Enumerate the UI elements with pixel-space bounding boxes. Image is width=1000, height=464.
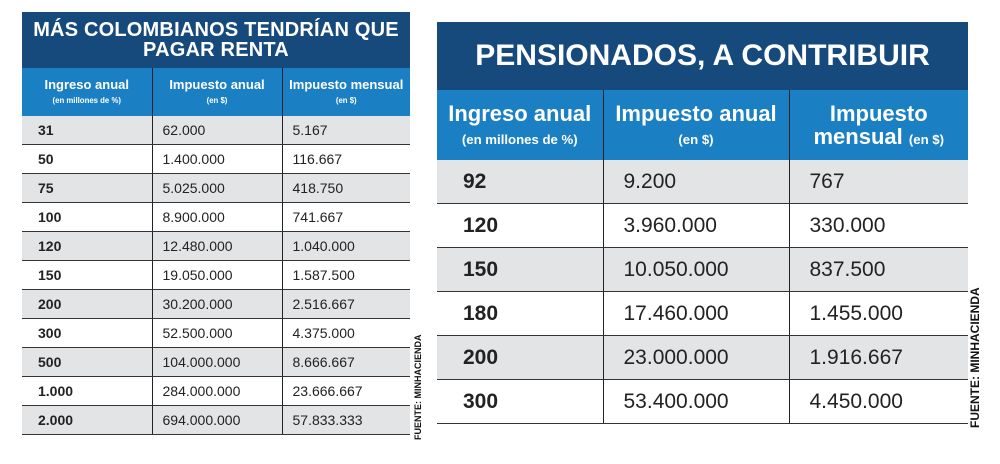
- table-row: 31 62.000 5.167: [22, 116, 410, 145]
- table-row: 75 5.025.000 418.750: [22, 173, 410, 203]
- header-sub: (en $): [206, 96, 228, 105]
- table-row: 2.000 694.000.000 57.833.333: [22, 405, 410, 435]
- table-row: 1.000 284.000.000 23.666.667: [22, 376, 410, 406]
- cell-impuesto-anual: 284.000.000: [151, 376, 282, 406]
- cell-impuesto-anual: 1.400.000: [151, 144, 282, 174]
- cell-impuesto-mensual: 741.667: [281, 202, 410, 232]
- table-title: PENSIONADOS, A CONTRIBUIR: [437, 22, 969, 90]
- cell-ingreso: 120: [22, 231, 152, 261]
- header-main: Ingreso anual: [44, 77, 130, 93]
- cell-ingreso: 150: [437, 247, 603, 292]
- cell-impuesto-mensual: 1.916.667: [788, 335, 969, 380]
- table-mas-colombianos: MÁS COLOMBIANOS TENDRÍAN QUE PAGAR RENTA…: [22, 12, 410, 435]
- cell-impuesto-mensual: 837.500: [788, 247, 969, 292]
- table-row: 100 8.900.000 741.667: [22, 202, 410, 232]
- table-row: 50 1.400.000 116.667: [22, 144, 410, 174]
- cell-ingreso: 31: [22, 116, 152, 145]
- table-row: 150 10.050.000 837.500: [437, 247, 969, 292]
- cell-impuesto-anual: 17.460.000: [602, 291, 789, 336]
- header-sub: (en $): [678, 132, 714, 147]
- header-impuesto-mensual: Impuesto mensual (en $): [788, 90, 969, 160]
- cell-impuesto-mensual: 767: [788, 160, 969, 204]
- table-row: 92 9.200 767: [437, 160, 969, 204]
- cell-impuesto-mensual: 23.666.667: [281, 376, 410, 406]
- cell-ingreso: 50: [22, 144, 152, 174]
- table-row: 120 12.480.000 1.040.000: [22, 231, 410, 261]
- cell-ingreso: 75: [22, 173, 152, 203]
- cell-impuesto-anual: 19.050.000: [151, 260, 282, 290]
- table-title: MÁS COLOMBIANOS TENDRÍAN QUE PAGAR RENTA: [22, 12, 410, 68]
- cell-impuesto-anual: 10.050.000: [602, 247, 789, 292]
- cell-ingreso: 200: [437, 335, 603, 380]
- cell-ingreso: 200: [22, 289, 152, 319]
- table-row: 500 104.000.000 8.666.667: [22, 347, 410, 377]
- cell-impuesto-anual: 53.400.000: [602, 379, 789, 424]
- cell-impuesto-mensual: 330.000: [788, 203, 969, 248]
- cell-ingreso: 2.000: [22, 405, 152, 435]
- cell-impuesto-mensual: 116.667: [281, 144, 410, 174]
- table-pensionados: PENSIONADOS, A CONTRIBUIR Ingreso anual (…: [437, 22, 969, 424]
- cell-ingreso: 100: [22, 202, 152, 232]
- header-sub: (en millones de %): [461, 132, 578, 147]
- cell-ingreso: 92: [437, 160, 603, 204]
- header-main: Ingreso anual: [448, 100, 592, 126]
- cell-ingreso: 180: [437, 291, 603, 336]
- header-impuesto-anual: Impuesto anual (en $): [151, 68, 282, 116]
- cell-impuesto-anual: 8.900.000: [151, 202, 282, 232]
- cell-impuesto-mensual: 4.375.000: [281, 318, 410, 348]
- header-main: Impuesto anual: [615, 100, 777, 126]
- cell-impuesto-mensual: 57.833.333: [281, 405, 410, 435]
- header-sub: (en millones de %): [52, 96, 121, 105]
- header-main: Impuesto anual: [169, 77, 265, 93]
- header-impuesto-mensual: Impuesto mensual (en $): [281, 68, 410, 116]
- cell-impuesto-anual: 9.200: [602, 160, 789, 204]
- cell-ingreso: 1.000: [22, 376, 152, 406]
- table-row: 120 3.960.000 330.000: [437, 203, 969, 248]
- cell-impuesto-anual: 23.000.000: [602, 335, 789, 380]
- cell-ingreso: 120: [437, 203, 603, 248]
- table-row: 300 52.500.000 4.375.000: [22, 318, 410, 348]
- cell-impuesto-mensual: 1.587.500: [281, 260, 410, 290]
- source-note: FUENTE: MINHACIENDA: [968, 287, 982, 428]
- cell-impuesto-mensual: 2.516.667: [281, 289, 410, 319]
- cell-impuesto-anual: 3.960.000: [602, 203, 789, 248]
- cell-impuesto-mensual: 418.750: [281, 173, 410, 203]
- cell-impuesto-anual: 52.500.000: [151, 318, 282, 348]
- cell-ingreso: 500: [22, 347, 152, 377]
- cell-impuesto-anual: 694.000.000: [151, 405, 282, 435]
- header-ingreso: Ingreso anual (en millones de %): [22, 68, 152, 116]
- table-row: 200 23.000.000 1.916.667: [437, 335, 969, 380]
- header-main: Impuesto mensual: [289, 77, 404, 93]
- source-note: FUENTE: MINHACIENDA: [413, 334, 423, 441]
- table-row: 200 30.200.000 2.516.667: [22, 289, 410, 319]
- cell-impuesto-anual: 5.025.000: [151, 173, 282, 203]
- cell-ingreso: 300: [22, 318, 152, 348]
- table-row: 150 19.050.000 1.587.500: [22, 260, 410, 290]
- header-sub: (en $): [908, 132, 945, 147]
- header-ingreso: Ingreso anual (en millones de %): [437, 90, 603, 160]
- cell-ingreso: 150: [22, 260, 152, 290]
- header-sub: (en $): [335, 96, 357, 105]
- cell-impuesto-mensual: 5.167: [281, 116, 410, 145]
- cell-impuesto-anual: 30.200.000: [151, 289, 282, 319]
- table-row: 300 53.400.000 4.450.000: [437, 379, 969, 424]
- header-main: Impuesto mensual: [813, 100, 928, 149]
- cell-impuesto-anual: 104.000.000: [151, 347, 282, 377]
- header-impuesto-anual: Impuesto anual (en $): [602, 90, 789, 160]
- cell-ingreso: 300: [437, 379, 603, 424]
- cell-impuesto-mensual: 4.450.000: [788, 379, 969, 424]
- table-row: 180 17.460.000 1.455.000: [437, 291, 969, 336]
- cell-impuesto-mensual: 8.666.667: [281, 347, 410, 377]
- cell-impuesto-anual: 62.000: [151, 116, 282, 145]
- cell-impuesto-mensual: 1.040.000: [281, 231, 410, 261]
- cell-impuesto-anual: 12.480.000: [151, 231, 282, 261]
- cell-impuesto-mensual: 1.455.000: [788, 291, 969, 336]
